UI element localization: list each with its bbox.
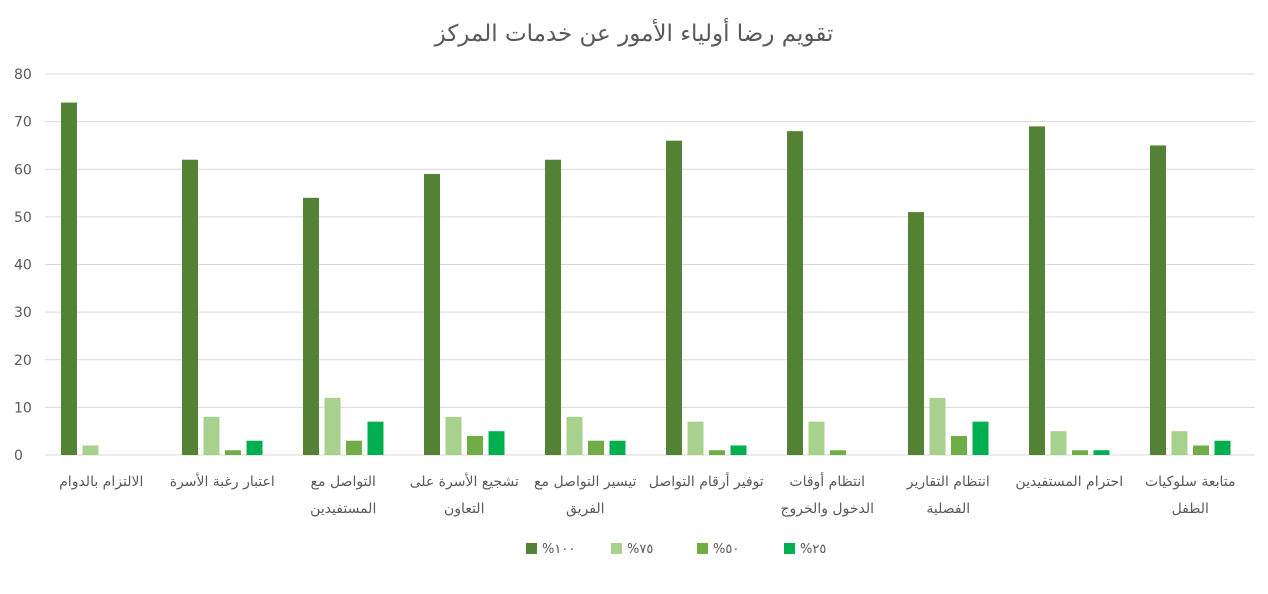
gridlines [45, 73, 1255, 456]
bar [467, 435, 483, 455]
legend-swatch [784, 543, 795, 554]
bar [225, 450, 241, 455]
bar [730, 445, 747, 455]
y-tick-label: 0 [14, 448, 23, 464]
bar [1093, 450, 1110, 455]
bar [203, 416, 220, 455]
bar [424, 174, 440, 455]
bar [1150, 145, 1166, 455]
category-label: اعتبار رغبة الأسرة [170, 472, 275, 490]
bar [545, 159, 561, 455]
legend-swatch [611, 543, 622, 554]
category-label: التعاون [444, 501, 484, 517]
bar [787, 131, 803, 455]
category-label: توفير أرقام التواصل [649, 472, 764, 490]
bar [1193, 445, 1209, 455]
category-label: الطفل [1172, 501, 1209, 517]
y-tick-label: 50 [14, 210, 32, 226]
y-axis-ticks: 0 10 20 30 40 50 60 70 80 [14, 67, 32, 464]
x-axis-categories: الالتزام بالدوام اعتبار رغبة الأسرة التواص… [59, 472, 1235, 517]
legend: %١٠٠ %٧٥ %٥٠ %٢٥ [526, 542, 826, 557]
y-tick-label: 40 [14, 258, 32, 274]
bar [951, 435, 967, 455]
bar [830, 450, 846, 455]
bar [346, 440, 362, 455]
bar [588, 440, 604, 455]
category-label: انتظام أوقات [789, 472, 865, 490]
y-tick-label: 60 [14, 162, 32, 178]
legend-label: %٧٥ [627, 542, 653, 557]
bar [1214, 440, 1231, 455]
category-label: احترام المستفيدين [1015, 474, 1123, 490]
legend-label: %٥٠ [713, 542, 739, 557]
category-label: المستفيدين [310, 501, 376, 517]
bar [908, 212, 924, 455]
bar [303, 197, 319, 455]
bar [488, 431, 505, 455]
bar [972, 421, 989, 455]
category-label: انتظام التقارير [906, 474, 990, 490]
bar [609, 440, 626, 455]
y-tick-label: 80 [14, 67, 32, 83]
category-label: تيسير التواصل مع [534, 474, 637, 490]
category-label: تشجيع الأسرة على [410, 472, 519, 490]
bar [1029, 126, 1045, 455]
bar [324, 397, 341, 455]
bar [1171, 431, 1188, 455]
category-label: الالتزام بالدوام [59, 474, 143, 490]
category-label: التواصل مع [311, 474, 376, 490]
category-label: الفريق [566, 501, 605, 517]
y-tick-label: 30 [14, 305, 32, 321]
category-label: الفصلية [926, 501, 970, 517]
category-label: الدخول والخروج [781, 501, 875, 517]
bar [566, 416, 583, 455]
y-tick-label: 70 [14, 115, 32, 131]
legend-swatch [697, 543, 708, 554]
category-label: متابعة سلوكيات [1145, 474, 1236, 490]
legend-label: %٢٥ [800, 542, 826, 557]
bar [182, 159, 198, 455]
bar [1050, 431, 1067, 455]
y-tick-label: 10 [14, 400, 32, 416]
bar [445, 416, 462, 455]
bar [929, 397, 946, 455]
bar [61, 102, 77, 455]
bar [687, 421, 704, 455]
bar [666, 140, 682, 456]
bar [709, 450, 725, 455]
bars [61, 102, 1231, 456]
legend-swatch [526, 543, 537, 554]
bar [246, 440, 263, 455]
chart-title: تقويم رضا أولياء الأمور عن خدمات المركز [434, 18, 834, 47]
bar [808, 421, 825, 455]
y-tick-label: 20 [14, 353, 32, 369]
legend-label: %١٠٠ [542, 542, 575, 557]
bar [1072, 450, 1088, 455]
bar [82, 445, 99, 455]
bar [367, 421, 384, 455]
